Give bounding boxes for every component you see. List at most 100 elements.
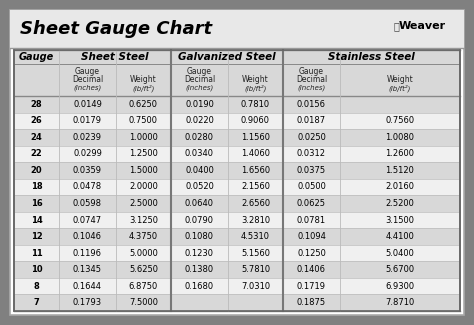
Text: (inches): (inches)	[297, 85, 326, 91]
Bar	[10, 10, 464, 48]
Bar	[14, 96, 460, 112]
Text: 0.0359: 0.0359	[73, 166, 102, 175]
Text: 0.0187: 0.0187	[297, 116, 326, 125]
Text: (lb/ft²): (lb/ft²)	[132, 84, 155, 92]
Text: 0.0400: 0.0400	[185, 166, 214, 175]
Text: (inches): (inches)	[185, 85, 214, 91]
Text: 0.0598: 0.0598	[73, 199, 102, 208]
Text: (lb/ft²): (lb/ft²)	[244, 84, 267, 92]
Text: 0.1680: 0.1680	[185, 282, 214, 291]
Text: 1.5120: 1.5120	[385, 166, 414, 175]
Text: 0.1046: 0.1046	[73, 232, 102, 241]
Bar	[14, 162, 460, 179]
Text: 0.1230: 0.1230	[185, 249, 214, 258]
Text: 0.1250: 0.1250	[297, 249, 326, 258]
Text: 0.1094: 0.1094	[297, 232, 326, 241]
Text: 16: 16	[31, 199, 42, 208]
Text: 0.1406: 0.1406	[297, 265, 326, 274]
Text: 4.5310: 4.5310	[241, 232, 270, 241]
Text: 2.6560: 2.6560	[241, 199, 270, 208]
Text: 2.0160: 2.0160	[385, 182, 414, 191]
Text: 3.1250: 3.1250	[129, 215, 158, 225]
Text: 6.9300: 6.9300	[385, 282, 415, 291]
Text: 3.2810: 3.2810	[241, 215, 270, 225]
Text: 2.1560: 2.1560	[241, 182, 270, 191]
Text: 0.0790: 0.0790	[185, 215, 214, 225]
Text: (lb/ft²): (lb/ft²)	[389, 84, 411, 92]
Text: Gauge: Gauge	[187, 68, 212, 76]
Text: 0.1793: 0.1793	[73, 298, 102, 307]
Bar	[14, 50, 460, 311]
Text: 0.0340: 0.0340	[185, 150, 214, 158]
Text: 0.1644: 0.1644	[73, 282, 102, 291]
Text: 0.7500: 0.7500	[129, 116, 158, 125]
Text: 0.0781: 0.0781	[297, 215, 326, 225]
Text: 0.7560: 0.7560	[385, 116, 415, 125]
Text: Decimal: Decimal	[296, 75, 327, 84]
Text: 28: 28	[31, 100, 42, 109]
Text: 0.0239: 0.0239	[73, 133, 102, 142]
Text: 0.0520: 0.0520	[185, 182, 214, 191]
Text: 3.1500: 3.1500	[385, 215, 414, 225]
Text: 5.6700: 5.6700	[385, 265, 415, 274]
Text: 6.8750: 6.8750	[129, 282, 158, 291]
Bar	[14, 261, 460, 278]
Text: 0.9060: 0.9060	[241, 116, 270, 125]
Text: 5.0000: 5.0000	[129, 249, 158, 258]
Text: 1.1560: 1.1560	[241, 133, 270, 142]
Text: 0.0190: 0.0190	[185, 100, 214, 109]
Text: 26: 26	[31, 116, 42, 125]
Text: 7.8710: 7.8710	[385, 298, 415, 307]
Text: 5.7810: 5.7810	[241, 265, 270, 274]
Text: 0.0179: 0.0179	[73, 116, 102, 125]
Text: 4.3750: 4.3750	[129, 232, 158, 241]
Text: 7: 7	[34, 298, 39, 307]
Bar	[14, 195, 460, 212]
Text: Weight: Weight	[242, 75, 269, 84]
Text: 0.0250: 0.0250	[297, 133, 326, 142]
Bar	[14, 179, 460, 195]
Text: Decimal: Decimal	[72, 75, 103, 84]
Text: 7.5000: 7.5000	[129, 298, 158, 307]
Text: 0.0500: 0.0500	[297, 182, 326, 191]
Text: 1.2500: 1.2500	[129, 150, 158, 158]
Bar	[14, 50, 460, 96]
Text: 0.0280: 0.0280	[185, 133, 214, 142]
Bar	[14, 112, 460, 129]
Text: 0.0299: 0.0299	[73, 150, 102, 158]
Text: 0.0156: 0.0156	[297, 100, 326, 109]
Text: 8: 8	[34, 282, 39, 291]
Text: 1.2600: 1.2600	[385, 150, 414, 158]
Text: 1.0080: 1.0080	[385, 133, 414, 142]
Text: 1.0000: 1.0000	[129, 133, 158, 142]
Text: 4.4100: 4.4100	[385, 232, 414, 241]
Text: (inches): (inches)	[73, 85, 101, 91]
Text: 0.0375: 0.0375	[297, 166, 326, 175]
Text: 10: 10	[31, 265, 42, 274]
Text: 24: 24	[31, 133, 42, 142]
Text: Stainless Steel: Stainless Steel	[328, 52, 415, 62]
Text: 22: 22	[31, 150, 42, 158]
Text: 0.0312: 0.0312	[297, 150, 326, 158]
Text: 12: 12	[31, 232, 42, 241]
Text: 1.5000: 1.5000	[129, 166, 158, 175]
Text: 0.0747: 0.0747	[73, 215, 102, 225]
Text: 2.5000: 2.5000	[129, 199, 158, 208]
Bar	[14, 129, 460, 146]
Text: 0.6250: 0.6250	[129, 100, 158, 109]
Text: 14: 14	[31, 215, 42, 225]
Text: 1.6560: 1.6560	[241, 166, 270, 175]
Text: 🚛: 🚛	[394, 21, 400, 31]
Text: 0.0478: 0.0478	[73, 182, 102, 191]
Text: Gauge: Gauge	[75, 68, 100, 76]
Bar	[14, 212, 460, 228]
Text: 2.0000: 2.0000	[129, 182, 158, 191]
Bar	[14, 228, 460, 245]
Text: 0.0149: 0.0149	[73, 100, 102, 109]
Text: 5.6250: 5.6250	[129, 265, 158, 274]
Text: 0.1080: 0.1080	[185, 232, 214, 241]
Text: 0.1196: 0.1196	[73, 249, 102, 258]
Text: Weight: Weight	[387, 75, 413, 84]
Bar	[14, 294, 460, 311]
Text: Gauge: Gauge	[19, 52, 54, 62]
